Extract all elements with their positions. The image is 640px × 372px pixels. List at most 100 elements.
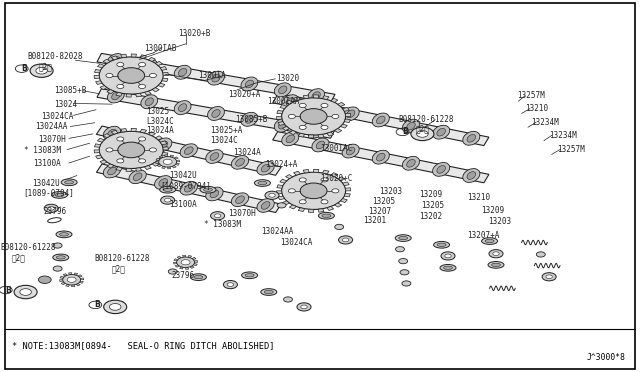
Polygon shape [68, 273, 72, 275]
Circle shape [321, 200, 328, 204]
Circle shape [284, 297, 292, 302]
Ellipse shape [200, 186, 216, 193]
Polygon shape [61, 282, 65, 285]
Ellipse shape [434, 241, 449, 248]
Text: 23796: 23796 [44, 207, 67, 216]
Polygon shape [160, 67, 167, 70]
Polygon shape [111, 56, 118, 60]
Text: 13024C: 13024C [210, 136, 237, 145]
Ellipse shape [463, 169, 480, 182]
Circle shape [332, 114, 339, 118]
Ellipse shape [342, 144, 359, 158]
Ellipse shape [179, 104, 187, 112]
Ellipse shape [47, 218, 61, 223]
Ellipse shape [52, 254, 69, 261]
Polygon shape [148, 57, 156, 61]
Polygon shape [78, 275, 82, 277]
Circle shape [282, 98, 346, 135]
Polygon shape [81, 278, 84, 280]
Ellipse shape [488, 262, 504, 268]
Ellipse shape [467, 171, 476, 179]
Circle shape [400, 270, 409, 275]
Ellipse shape [275, 118, 291, 132]
Text: 13024A: 13024A [146, 126, 173, 135]
Polygon shape [97, 138, 104, 142]
Text: [1089-0794]: [1089-0794] [160, 181, 211, 190]
Circle shape [53, 266, 62, 271]
Ellipse shape [444, 266, 452, 269]
Ellipse shape [145, 62, 154, 70]
Text: 13205: 13205 [421, 201, 444, 210]
Polygon shape [76, 283, 80, 286]
Polygon shape [294, 97, 300, 101]
Polygon shape [100, 86, 107, 90]
Circle shape [335, 224, 344, 230]
Ellipse shape [342, 107, 359, 121]
Polygon shape [280, 179, 287, 183]
Polygon shape [111, 130, 118, 134]
Text: 13024CA: 13024CA [42, 112, 74, 121]
Ellipse shape [372, 113, 389, 127]
Ellipse shape [261, 164, 270, 172]
Polygon shape [278, 122, 285, 125]
Polygon shape [273, 132, 489, 183]
Polygon shape [335, 203, 342, 207]
Text: [1089-0794]: [1089-0794] [23, 188, 74, 197]
Circle shape [214, 214, 221, 218]
Polygon shape [72, 285, 75, 287]
Circle shape [417, 131, 428, 137]
Polygon shape [278, 196, 285, 200]
Ellipse shape [133, 135, 142, 143]
Circle shape [227, 283, 234, 286]
Text: B: B [21, 64, 27, 73]
Circle shape [138, 159, 146, 163]
Polygon shape [131, 128, 136, 132]
Circle shape [118, 142, 145, 158]
Circle shape [223, 280, 237, 289]
Polygon shape [276, 191, 282, 194]
Text: 13025+A: 13025+A [210, 126, 243, 135]
Polygon shape [60, 276, 64, 278]
Polygon shape [298, 208, 305, 212]
Circle shape [288, 114, 295, 118]
Polygon shape [95, 144, 100, 147]
Ellipse shape [308, 124, 324, 138]
Polygon shape [327, 132, 333, 136]
Text: B: B [5, 286, 11, 295]
Ellipse shape [55, 193, 64, 196]
Polygon shape [314, 169, 319, 173]
Text: 13070H: 13070H [228, 209, 255, 218]
Polygon shape [327, 206, 333, 211]
Polygon shape [156, 158, 160, 160]
Ellipse shape [312, 127, 320, 135]
Polygon shape [126, 94, 131, 97]
Polygon shape [152, 88, 159, 92]
Polygon shape [314, 95, 319, 98]
Text: 13210: 13210 [525, 104, 548, 113]
Text: 13024A: 13024A [233, 148, 260, 157]
Circle shape [44, 204, 58, 212]
Circle shape [149, 73, 156, 77]
Circle shape [399, 259, 408, 264]
Ellipse shape [60, 233, 68, 236]
Text: 13207+A: 13207+A [467, 231, 500, 240]
Polygon shape [159, 156, 163, 158]
Text: 13020: 13020 [276, 74, 300, 83]
Polygon shape [193, 264, 197, 266]
Polygon shape [285, 174, 292, 179]
Ellipse shape [403, 156, 420, 170]
Circle shape [445, 254, 451, 258]
Circle shape [297, 303, 311, 311]
Ellipse shape [103, 164, 121, 178]
Ellipse shape [179, 68, 187, 76]
Circle shape [109, 304, 121, 310]
Text: B: B [402, 128, 408, 137]
Ellipse shape [482, 238, 498, 244]
Circle shape [168, 269, 177, 274]
Ellipse shape [56, 256, 65, 259]
Ellipse shape [437, 166, 445, 173]
Polygon shape [172, 166, 176, 168]
Circle shape [396, 247, 404, 252]
Circle shape [118, 68, 145, 83]
Ellipse shape [316, 104, 324, 112]
